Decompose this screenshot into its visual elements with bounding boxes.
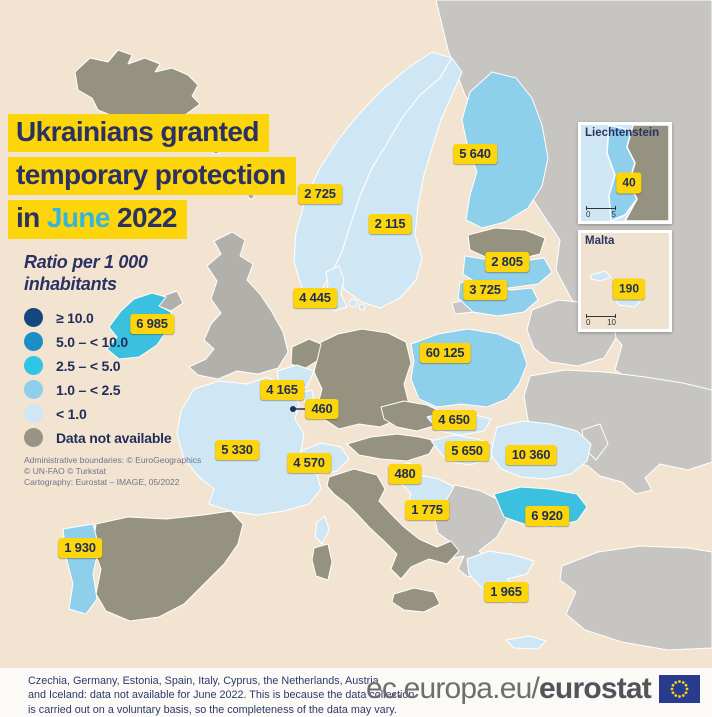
title-line-2: temporary protection [8, 157, 296, 196]
footnote-line1: Czechia, Germany, Estonia, Spain, Italy,… [28, 675, 379, 687]
brand-url-regular: ec.europa.eu/ [365, 672, 540, 705]
footnote-line3: is carried out on a voluntary basis, so … [28, 703, 397, 716]
legend-item-25-5: 2.5 – < 5.0 [24, 356, 171, 376]
legend-label: < 1.0 [56, 405, 87, 422]
scalebar-end: 10 [607, 318, 616, 327]
legend-label: 5.0 – < 10.0 [56, 333, 128, 350]
country-spain [92, 510, 244, 622]
scalebar-start: 0 [586, 210, 591, 219]
scalebar-liechtenstein: 0 5 [586, 206, 616, 219]
title-line3-prefix: in [16, 202, 47, 234]
legend-item-1-25: 1.0 – < 2.5 [24, 380, 171, 400]
legend-title-line2: inhabitants [24, 273, 117, 294]
legend-swatch-ge-10 [24, 308, 43, 328]
value-label-france: 5 330 [215, 440, 259, 460]
legend-label: 2.5 – < 5.0 [56, 357, 121, 374]
legend-label: 1.0 – < 2.5 [56, 381, 121, 398]
legend-title-line1: Ratio per 1 000 [24, 252, 148, 272]
country-netherlands [290, 338, 322, 370]
value-label-sweden: 2 115 [368, 214, 412, 234]
legend-item-5-10: 5.0 – < 10.0 [24, 332, 171, 352]
value-label-slovenia: 480 [388, 464, 422, 484]
attribution-line3: Cartography: Eurostat – IMAGE, 05/2022 [24, 477, 180, 488]
value-label-denmark: 4 445 [293, 288, 337, 308]
value-label-switzerland: 4 570 [287, 453, 331, 473]
value-label-ireland: 6 985 [130, 314, 174, 334]
scalebar-start: 0 [586, 318, 591, 327]
inset-gozo-shape [590, 270, 612, 282]
attribution-line1: Administrative boundaries: © EuroGeograp… [24, 455, 202, 465]
value-label-finland: 5 640 [453, 144, 497, 164]
legend-label: Data not available [56, 429, 172, 446]
title-line-3: in June 2022 [8, 200, 187, 239]
island-sicily [391, 587, 441, 613]
value-label-norway: 2 725 [298, 184, 342, 204]
inset-liechtenstein: Liechtenstein 40 0 5 [578, 122, 672, 224]
value-label-greece: 1 965 [484, 582, 528, 602]
legend-swatch-lt-1 [24, 404, 43, 424]
footnote-line2: and Iceland: data not available for June… [28, 689, 415, 702]
eu-flag-stars [670, 680, 689, 698]
island-sardinia [311, 543, 333, 581]
value-label-liechtenstein: 40 [616, 172, 642, 194]
page-title: Ukrainians granted temporary protection … [8, 114, 296, 244]
luxembourg-marker-dot [290, 406, 296, 412]
legend-swatch-no-data [24, 428, 43, 448]
legend-title: Ratio per 1 000 inhabitants [24, 252, 171, 295]
legend-swatch-5-10 [24, 332, 43, 352]
value-label-portugal: 1 930 [58, 538, 102, 558]
value-label-poland: 60 125 [419, 343, 471, 363]
value-label-latvia: 2 805 [485, 252, 529, 272]
scalebar-line [586, 314, 616, 318]
attribution-line2: © UN-FAO © Turkstat [24, 466, 106, 477]
attribution-text: Administrative boundaries: © EuroGeograp… [24, 455, 201, 488]
liechtenstein-inset-map [581, 125, 669, 221]
legend-item-lt-1: < 1.0 [24, 404, 171, 424]
scalebar-end: 5 [611, 210, 616, 219]
inset-austria-shape [624, 125, 669, 221]
legend-item-no-data: Data not available [24, 428, 172, 448]
inset-malta: Malta 190 0 10 [578, 230, 672, 332]
title-line3-suffix: 2022 [109, 202, 178, 234]
title-line-1: Ukrainians granted [8, 114, 269, 153]
legend-swatch-1-25 [24, 380, 43, 400]
eurostat-brand: ec.europa.eu/eurostat [366, 672, 700, 706]
island-crete [505, 635, 547, 650]
value-label-lithuania: 3 725 [463, 280, 507, 300]
country-united-kingdom [188, 231, 289, 380]
country-italy [326, 468, 460, 580]
value-label-luxembourg: 460 [305, 399, 339, 419]
footer-bar: Czechia, Germany, Estonia, Spain, Italy,… [0, 668, 712, 717]
value-label-hungary: 5 650 [445, 441, 489, 461]
island-corsica [314, 515, 330, 545]
scalebar-line [586, 206, 616, 210]
value-label-romania: 10 360 [505, 445, 557, 465]
legend-swatch-25-5 [24, 356, 43, 376]
map-legend: Ratio per 1 000 inhabitants ≥ 10.0 5.0 –… [24, 252, 172, 452]
legend-label: ≥ 10.0 [56, 309, 94, 326]
value-label-malta: 190 [612, 278, 646, 300]
country-sweden [331, 57, 463, 309]
value-label-bulgaria: 6 920 [525, 506, 569, 526]
inset-title-malta: Malta [585, 235, 615, 247]
denmark-island [358, 303, 366, 311]
inset-title-liechtenstein: Liechtenstein [585, 127, 660, 139]
country-poland [410, 328, 528, 408]
footnote-text: Czechia, Germany, Estonia, Spain, Italy,… [28, 674, 414, 717]
europe-map [62, 0, 712, 651]
brand-url-bold: eurostat [539, 672, 652, 705]
eu-flag-icon [659, 675, 700, 703]
title-line3-highlight: June [46, 202, 111, 234]
country-austria [346, 433, 438, 462]
value-label-croatia: 1 775 [405, 500, 449, 520]
legend-item-ge-10: ≥ 10.0 [24, 308, 171, 328]
denmark-island [348, 298, 358, 308]
value-label-belgium: 4 165 [260, 380, 304, 400]
value-label-slovakia: 4 650 [432, 410, 476, 430]
country-turkey [559, 545, 712, 651]
scalebar-malta: 0 10 [586, 314, 616, 327]
